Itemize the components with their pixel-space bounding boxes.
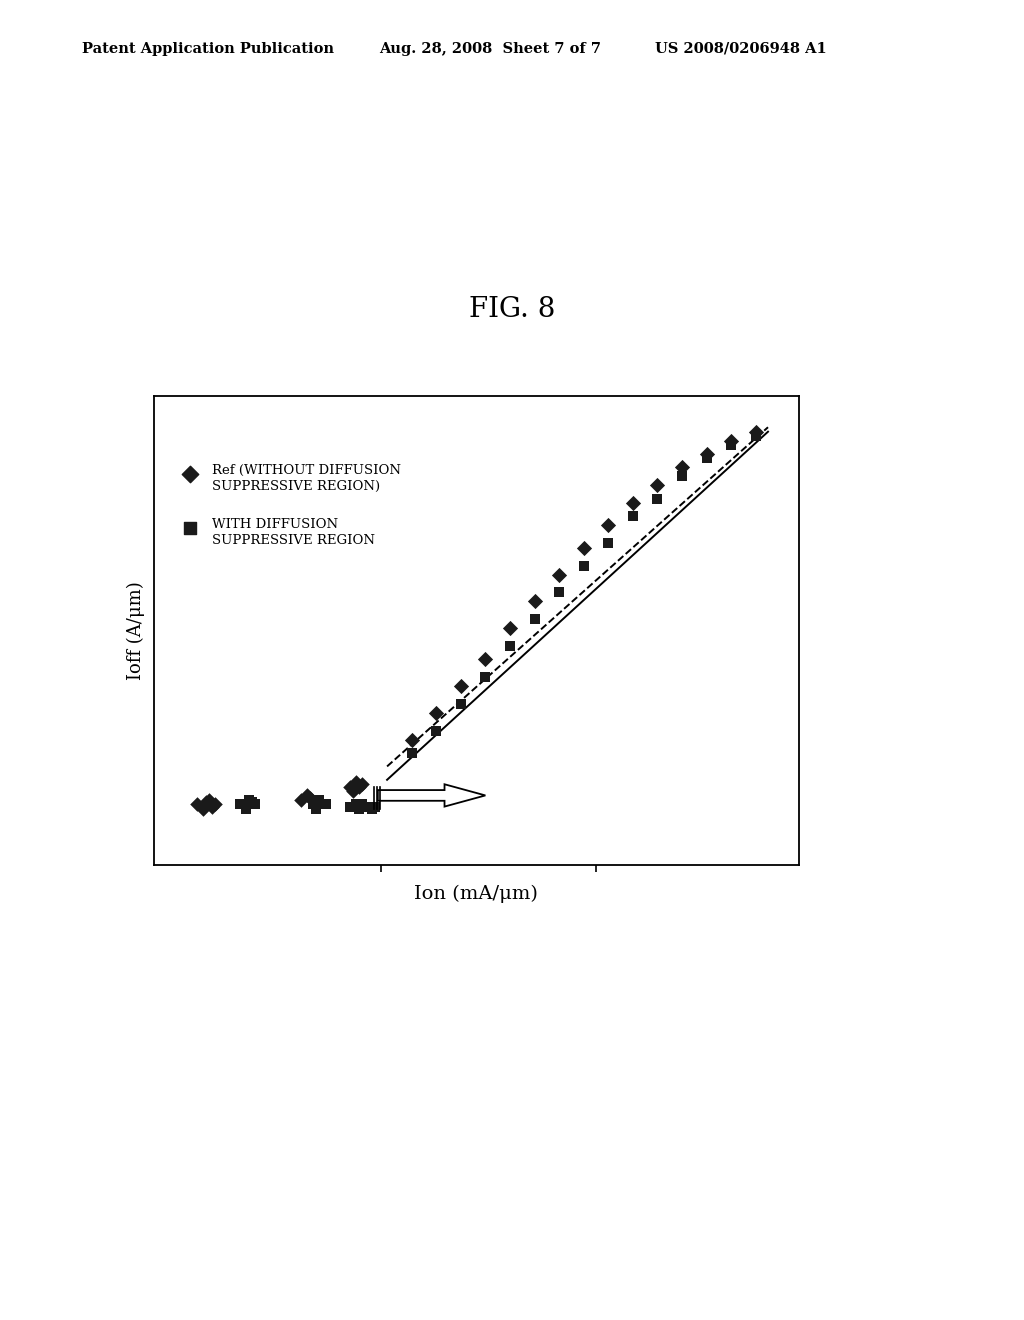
Point xyxy=(748,425,764,446)
Point xyxy=(428,721,444,742)
Point xyxy=(674,466,690,487)
Text: US 2008/0206948 A1: US 2008/0206948 A1 xyxy=(655,42,827,55)
Point xyxy=(204,796,220,817)
Point xyxy=(293,789,309,810)
Point xyxy=(308,799,325,820)
X-axis label: Ion (mA/μm): Ion (mA/μm) xyxy=(415,884,538,903)
Point xyxy=(182,517,199,539)
Point xyxy=(354,774,371,795)
Point xyxy=(551,582,567,603)
Point xyxy=(403,742,420,763)
Point xyxy=(723,434,739,455)
Point xyxy=(317,793,334,814)
Point xyxy=(348,771,365,792)
Point xyxy=(201,789,217,810)
Point xyxy=(348,793,365,814)
Point xyxy=(345,780,361,801)
Point xyxy=(195,799,211,820)
Point xyxy=(305,793,322,814)
Point xyxy=(625,506,641,527)
Point xyxy=(342,776,358,797)
Y-axis label: Ioff (A/μm): Ioff (A/μm) xyxy=(127,581,145,680)
Text: Ref (WITHOUT DIFFUSION
SUPPRESSIVE REGION): Ref (WITHOUT DIFFUSION SUPPRESSIVE REGIO… xyxy=(212,465,401,494)
Point xyxy=(698,447,715,469)
Point xyxy=(674,457,690,478)
Point xyxy=(311,789,328,810)
Point xyxy=(241,789,257,810)
Point xyxy=(182,463,199,484)
Point xyxy=(428,702,444,723)
Point xyxy=(188,793,205,814)
Point xyxy=(453,676,469,697)
Point xyxy=(351,799,368,820)
Point xyxy=(354,793,371,814)
Point xyxy=(302,787,318,808)
Point xyxy=(698,444,715,465)
Point xyxy=(403,729,420,750)
Point xyxy=(600,515,616,536)
Point xyxy=(575,537,592,558)
Point xyxy=(357,796,374,817)
Point xyxy=(345,796,361,817)
Point xyxy=(308,792,325,813)
Polygon shape xyxy=(378,784,485,807)
Point xyxy=(299,785,315,807)
Point xyxy=(244,792,260,813)
Point xyxy=(551,564,567,585)
Point xyxy=(526,591,543,612)
Point xyxy=(502,618,518,639)
Point xyxy=(231,793,248,814)
Point xyxy=(198,792,214,813)
Point xyxy=(600,533,616,554)
Point xyxy=(526,609,543,630)
Point xyxy=(367,796,383,817)
Point xyxy=(207,793,223,814)
Point xyxy=(364,799,380,820)
Text: FIG. 8: FIG. 8 xyxy=(469,296,555,323)
Point xyxy=(342,796,358,817)
Text: WITH DIFFUSION
SUPPRESSIVE REGION: WITH DIFFUSION SUPPRESSIVE REGION xyxy=(212,517,375,546)
Point xyxy=(477,667,494,688)
Text: Patent Application Publication: Patent Application Publication xyxy=(82,42,334,55)
Point xyxy=(247,793,263,814)
Point xyxy=(649,475,666,496)
Point xyxy=(723,430,739,451)
Point xyxy=(502,635,518,656)
Text: Aug. 28, 2008  Sheet 7 of 7: Aug. 28, 2008 Sheet 7 of 7 xyxy=(379,42,601,55)
Point xyxy=(625,492,641,513)
Point xyxy=(748,421,764,442)
Point xyxy=(351,776,368,797)
Point xyxy=(649,488,666,510)
Point xyxy=(360,796,377,817)
Point xyxy=(453,693,469,714)
Point xyxy=(238,799,254,820)
Point xyxy=(477,648,494,669)
Point xyxy=(575,554,592,576)
